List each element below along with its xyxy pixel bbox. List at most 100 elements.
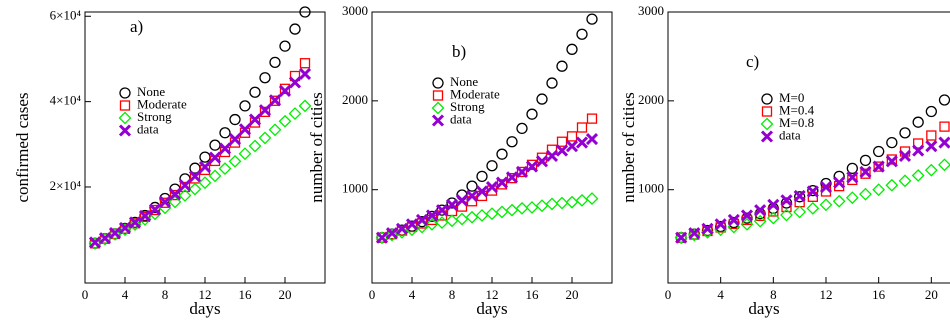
marker-x <box>298 67 312 80</box>
y-tick-label: 1000 <box>638 181 664 196</box>
x-tick-label: 4 <box>409 287 416 302</box>
marker-diamond <box>515 201 529 215</box>
marker-x <box>258 104 272 117</box>
marker-diamond <box>278 114 292 128</box>
marker-x <box>938 136 950 149</box>
x-tick-label: 0 <box>369 287 376 302</box>
marker-circle <box>279 40 291 52</box>
marker-x <box>740 209 754 222</box>
x-axis-label: days <box>476 299 507 318</box>
marker-diamond <box>872 183 886 197</box>
marker-circle <box>899 127 911 139</box>
marker-circle <box>229 113 241 126</box>
marker-diamond <box>228 154 242 168</box>
marker-x <box>385 227 399 240</box>
marker-circle <box>516 122 528 135</box>
x-axis-label: days <box>748 299 779 318</box>
marker-circle <box>496 148 508 160</box>
legend-label: data <box>450 111 472 126</box>
marker-x <box>278 84 292 98</box>
marker-circle <box>586 13 598 25</box>
marker-x <box>859 165 872 178</box>
marker-circle <box>807 184 819 197</box>
marker-x <box>435 204 449 217</box>
marker-diamond <box>575 193 589 207</box>
marker-diamond <box>445 214 459 228</box>
marker-x <box>575 136 589 149</box>
marker-circle <box>873 145 885 158</box>
legend-label: None <box>137 84 165 99</box>
marker-circle <box>209 139 221 151</box>
marker-x <box>555 144 569 157</box>
marker-x <box>425 209 439 222</box>
marker-diamond <box>385 228 399 242</box>
marker-circle <box>299 6 311 18</box>
marker-x <box>585 132 599 146</box>
marker-diamond <box>128 218 142 231</box>
marker-square <box>496 179 508 190</box>
marker-square <box>432 90 444 101</box>
x-tick-label: 16 <box>872 287 886 302</box>
marker-x <box>198 160 212 173</box>
marker-circle <box>794 191 806 203</box>
marker-square <box>761 106 773 117</box>
x-tick-label: 4 <box>717 287 724 302</box>
marker-square <box>566 131 578 142</box>
legend-label: Strong <box>450 99 485 114</box>
marker-diamond <box>545 197 559 211</box>
marker-x <box>675 231 688 244</box>
marker-circle <box>761 93 773 105</box>
marker-circle <box>859 154 872 167</box>
x-tick-label: 12 <box>820 287 833 302</box>
marker-x <box>138 209 152 223</box>
plot-frame <box>84 11 326 284</box>
marker-x <box>118 124 132 137</box>
x-tick-label: 20 <box>566 287 579 302</box>
marker-diamond <box>555 196 569 210</box>
x-tick-label: 20 <box>279 287 292 302</box>
x-tick-label: 4 <box>122 287 129 302</box>
legend-label: None <box>450 74 478 89</box>
marker-x <box>925 140 938 153</box>
marker-x <box>248 113 262 126</box>
legend-label: Strong <box>137 109 172 124</box>
y-tick-label: 2×10⁴ <box>50 178 82 193</box>
y-tick-label: 3000 <box>342 3 368 18</box>
marker-diamond <box>475 209 489 222</box>
marker-diamond <box>740 217 754 231</box>
marker-x <box>714 218 727 231</box>
marker-x <box>505 171 519 184</box>
marker-circle <box>526 108 538 120</box>
marker-diamond <box>806 201 820 215</box>
marker-x <box>178 179 192 192</box>
marker-circle <box>938 94 950 106</box>
x-tick-label: 0 <box>665 287 672 302</box>
marker-diamond <box>911 169 925 182</box>
marker-diamond <box>938 158 950 172</box>
marker-circle <box>486 160 498 172</box>
marker-diamond <box>118 111 132 125</box>
marker-x <box>238 123 252 136</box>
legend-label: M=0.8 <box>779 115 814 130</box>
x-tick-label: 8 <box>770 287 777 302</box>
marker-x <box>188 170 202 183</box>
marker-diamond <box>766 211 780 225</box>
y-tick-label: 2000 <box>638 92 664 107</box>
marker-diamond <box>485 207 499 221</box>
marker-square <box>926 130 937 141</box>
marker-circle <box>536 93 548 105</box>
marker-square <box>89 238 101 249</box>
marker-x <box>128 216 142 229</box>
marker-circle <box>576 28 588 40</box>
x-tick-label: 16 <box>239 287 253 302</box>
y-tick-label: 3000 <box>638 3 664 18</box>
marker-square <box>676 232 687 243</box>
marker-circle <box>249 86 261 98</box>
marker-circle <box>925 105 937 118</box>
y-axis-label: number of cities <box>619 92 638 202</box>
marker-x <box>885 155 898 168</box>
y-axis-label: confirmed cases <box>13 93 32 203</box>
marker-diamond <box>248 139 262 153</box>
marker-x <box>872 160 885 173</box>
